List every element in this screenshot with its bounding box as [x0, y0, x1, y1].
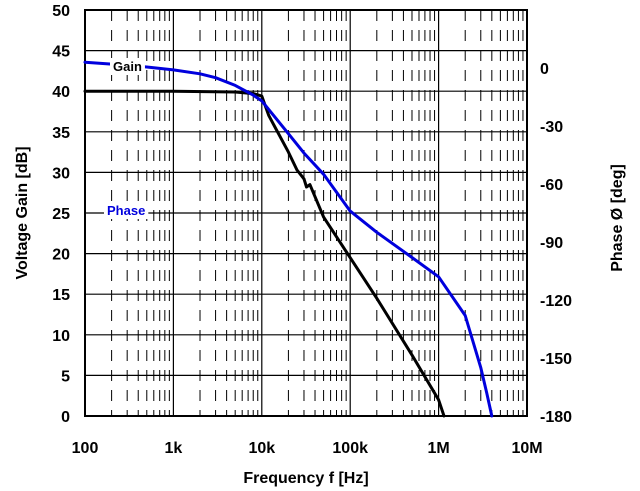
right-y-tick-label: -180 — [540, 409, 572, 426]
left-y-tick-label: 40 — [52, 84, 70, 101]
series-label-background — [110, 58, 145, 75]
left-y-tick-label: 5 — [61, 368, 70, 385]
left-y-tick-label: 50 — [52, 3, 70, 20]
x-tick-label: 100 — [72, 440, 99, 457]
major-grid — [84, 9, 528, 417]
right-y-tick-label: -60 — [540, 177, 563, 194]
left-y-tick-label: 0 — [61, 409, 70, 426]
series-label-background — [104, 202, 149, 219]
right-y-tick-label: 0 — [540, 61, 549, 78]
right-y-axis-title: Phase Ø [deg] — [609, 164, 626, 272]
left-y-tick-label: 35 — [52, 125, 70, 142]
phase-series-label: Phase — [107, 203, 145, 218]
phase-series-line — [83, 60, 494, 418]
x-tick-label: 10M — [511, 440, 542, 457]
x-tick-label: 100k — [332, 440, 368, 457]
x-tick-label: 1k — [165, 440, 183, 457]
plot-area-frame — [84, 9, 528, 417]
left-y-axis-title: Voltage Gain [dB] — [14, 146, 31, 279]
gain-series-label: Gain — [113, 59, 142, 74]
right-y-tick-label: -30 — [540, 119, 563, 136]
x-tick-label: 1M — [427, 440, 449, 457]
left-y-tick-label: 20 — [52, 247, 70, 264]
left-y-tick-label: 25 — [52, 206, 70, 223]
left-y-tick-label: 30 — [52, 165, 70, 182]
right-y-tick-label: -120 — [540, 293, 572, 310]
left-y-tick-label: 45 — [52, 44, 70, 61]
x-tick-label: 10k — [248, 440, 275, 457]
left-y-tick-label: 15 — [52, 287, 70, 304]
tick-labels: 100 1k 10k 100k 1M 10M 0 5 10 15 20 25 30 35 40 45 50 0 -3… — [52, 3, 572, 457]
series-layer — [83, 60, 494, 418]
left-y-tick-label: 10 — [52, 328, 70, 345]
right-y-tick-label: -150 — [540, 351, 572, 368]
right-y-tick-label: -90 — [540, 235, 563, 252]
x-axis-title: Frequency f [Hz] — [243, 470, 368, 487]
